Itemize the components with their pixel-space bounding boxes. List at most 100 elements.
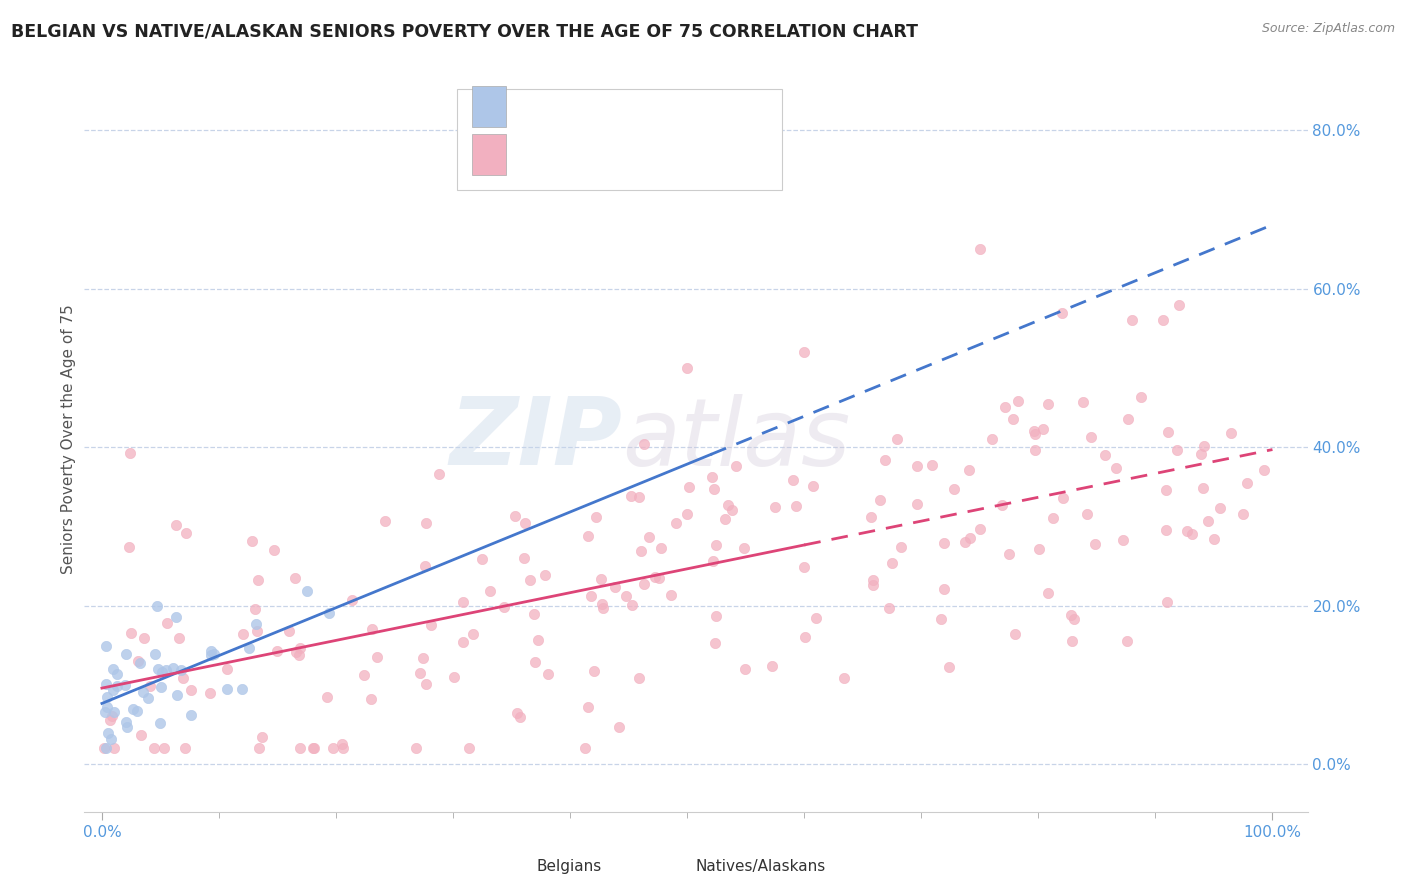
Point [860,510,883,524]
Point [200,648,222,662]
Point [353,668,375,682]
Point [873,453,896,467]
Point [1154,483,1177,498]
Point [638,530,661,544]
Point [513,550,536,565]
FancyBboxPatch shape [472,134,506,175]
Point [103,662,125,676]
Point [340,592,363,607]
Point [880,556,903,570]
Point [1032,422,1054,436]
Point [1084,536,1107,550]
Point [1050,305,1073,319]
Point [1036,586,1059,600]
Point [174,741,197,756]
Point [238,640,260,655]
Point [969,242,991,256]
Point [246,573,269,587]
Point [1080,430,1102,444]
Point [576,700,599,714]
Point [1209,501,1232,516]
Point [1154,523,1177,537]
Point [620,490,643,504]
Point [907,497,929,511]
Point [1232,507,1254,521]
Point [97,726,120,740]
Point [100,709,122,723]
Point [143,741,166,756]
Point [932,536,955,550]
Point [1052,491,1074,505]
Point [180,683,202,698]
Point [603,580,626,594]
Point [1156,595,1178,609]
Text: ZIP: ZIP [450,393,623,485]
Point [93,741,115,756]
Point [793,559,815,574]
Point [506,706,529,720]
Point [215,682,238,697]
Point [165,518,187,533]
Point [170,663,193,677]
Point [1094,448,1116,462]
Point [703,636,725,650]
Text: Source: ZipAtlas.com: Source: ZipAtlas.com [1261,22,1395,36]
Point [1194,439,1216,453]
Point [1007,394,1029,409]
Point [969,522,991,536]
Point [1121,313,1143,327]
Point [360,622,382,636]
Point [761,659,783,673]
Point [793,630,815,644]
Point [107,667,129,681]
Point [676,361,699,376]
Point [523,607,546,621]
Point [700,469,723,483]
Point [149,716,172,731]
Point [240,533,263,548]
Point [932,582,955,597]
Point [295,583,318,598]
Point [96,699,118,714]
Point [1076,507,1098,521]
Point [724,459,747,474]
Point [93,705,115,719]
Point [246,624,269,638]
Point [263,543,285,558]
Point [172,671,194,685]
Point [665,516,688,531]
Point [801,478,824,492]
Point [304,741,326,756]
Point [115,720,138,734]
Point [581,590,603,604]
Text: R = 0.164   N =  43: R = 0.164 N = 43 [522,100,678,114]
Point [957,463,980,477]
Point [1175,524,1198,539]
Text: BELGIAN VS NATIVE/ALASKAN SENIORS POVERTY OVER THE AGE OF 75 CORRELATION CHART: BELGIAN VS NATIVE/ALASKAN SENIORS POVERT… [11,22,918,40]
Point [1204,532,1226,546]
Point [938,659,960,673]
Point [409,666,432,681]
Point [96,690,118,704]
Point [166,688,188,702]
Point [704,609,727,624]
Point [527,633,550,648]
Point [659,588,682,602]
Point [644,570,666,584]
Point [1152,313,1174,327]
Point [648,571,671,585]
Point [118,540,141,554]
Text: Belgians: Belgians [537,859,602,873]
Point [1105,461,1128,475]
Point [1036,397,1059,411]
Point [405,741,427,756]
Point [509,710,531,724]
Point [537,667,560,681]
Point [284,645,307,659]
Point [943,482,966,496]
Point [921,458,943,472]
Point [231,682,253,697]
Point [650,541,672,556]
Point [905,459,928,474]
Point [793,345,815,359]
